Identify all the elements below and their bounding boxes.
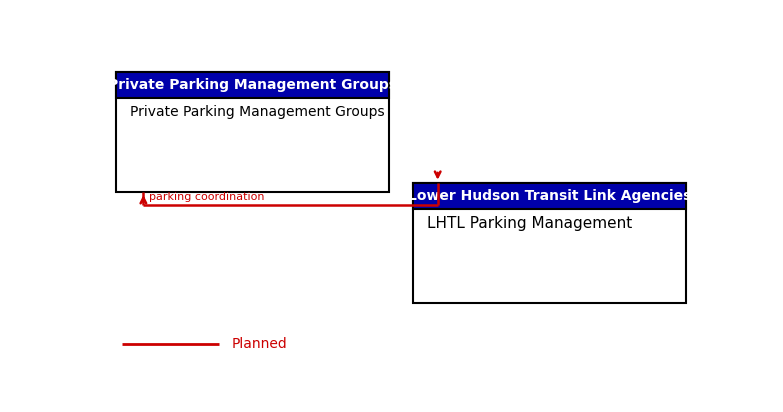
Text: Private Parking Management Groups: Private Parking Management Groups [130, 105, 384, 119]
Text: parking coordination: parking coordination [150, 192, 265, 202]
Text: Private Parking Management Groups: Private Parking Management Groups [108, 78, 397, 92]
Text: Planned: Planned [232, 337, 287, 351]
Bar [413, 183, 687, 209]
Bar [413, 183, 687, 303]
Text: Lower Hudson Transit Link Agencies: Lower Hudson Transit Link Agencies [408, 189, 691, 203]
Bar [116, 72, 389, 192]
Text: LHTL Parking Management: LHTL Parking Management [427, 215, 633, 231]
Bar [116, 72, 389, 98]
